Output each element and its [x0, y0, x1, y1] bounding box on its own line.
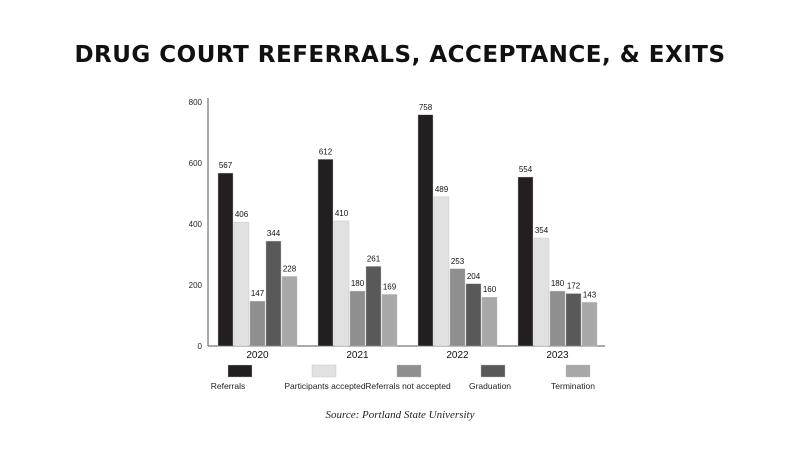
data-label: 554 [519, 165, 533, 174]
y-tick-label: 200 [189, 281, 203, 290]
x-category-label: 2023 [546, 350, 569, 361]
legend-swatch [311, 364, 337, 378]
bar [449, 268, 466, 347]
y-tick-label: 600 [189, 159, 203, 168]
bar [565, 293, 582, 347]
bar [281, 276, 298, 347]
bar [533, 237, 550, 347]
data-label: 253 [451, 257, 465, 266]
bar [217, 172, 234, 347]
data-label: 612 [319, 147, 333, 156]
data-label: 344 [267, 229, 281, 238]
bar [581, 302, 598, 347]
chart-value-labels: 567 612 758 554 406 410 489 354 147 180 253 180 344 2… [219, 103, 597, 300]
data-label: 169 [383, 282, 397, 291]
legend-swatch [227, 364, 253, 378]
x-category-label: 2020 [246, 350, 269, 361]
data-label: 410 [335, 209, 349, 218]
x-category-label: 2021 [346, 350, 369, 361]
bar [249, 300, 266, 347]
bar [349, 290, 366, 347]
data-label: 228 [283, 264, 297, 273]
data-label: 406 [235, 210, 249, 219]
bar [549, 290, 566, 347]
bar [233, 221, 250, 347]
legend-label: Referrals not accepted [365, 381, 451, 391]
legend-label: Termination [551, 381, 595, 391]
legend-label: Participants accepted [284, 381, 366, 391]
data-label: 180 [351, 279, 365, 288]
y-tick-label: 400 [189, 220, 203, 229]
source-note: Source: Portland State University [325, 409, 475, 421]
bar [517, 176, 534, 347]
data-label: 261 [367, 254, 381, 263]
chart-title: DRUG COURT REFERRALS, ACCEPTANCE, & EXIT… [74, 42, 726, 68]
legend-swatch [480, 364, 506, 378]
bar [481, 297, 498, 347]
data-label: 147 [251, 289, 265, 298]
data-label: 567 [219, 161, 233, 170]
bar [381, 294, 398, 347]
bar [333, 220, 350, 347]
x-category-label: 2022 [446, 350, 469, 361]
legend-swatch [565, 364, 591, 378]
bar [433, 196, 450, 347]
legend-label: Referrals [211, 381, 245, 391]
chart-bars [217, 114, 598, 347]
data-label: 758 [419, 103, 433, 112]
chart-legend: Referrals Participants accepted Referrals … [211, 364, 595, 391]
bar [365, 266, 382, 347]
bar [265, 240, 282, 347]
y-tick-label: 800 [189, 98, 203, 107]
data-label: 180 [551, 279, 565, 288]
data-label: 204 [467, 272, 481, 281]
y-tick-label: 0 [198, 342, 203, 351]
data-label: 354 [535, 226, 549, 235]
data-label: 172 [567, 282, 581, 291]
bar [465, 283, 482, 347]
bar [317, 159, 334, 347]
data-label: 143 [583, 290, 597, 299]
bar [417, 114, 434, 347]
legend-label: Graduation [469, 381, 511, 391]
data-label: 489 [435, 185, 449, 194]
legend-swatch [396, 364, 422, 378]
data-label: 160 [483, 285, 497, 294]
